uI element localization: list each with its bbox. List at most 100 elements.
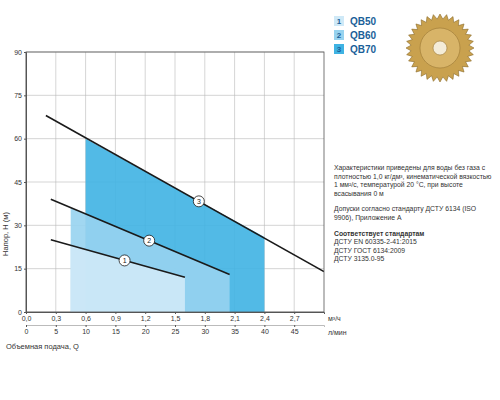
curve-badge: [119, 255, 130, 266]
tick-label: 40: [261, 328, 269, 335]
tick: 60: [14, 135, 26, 142]
tick-label: 0,3: [51, 315, 61, 322]
marks: [46, 116, 324, 312]
tick-mark: [56, 325, 57, 327]
legend-label: QB60: [350, 30, 377, 41]
tick-label: 0,0: [22, 315, 32, 322]
tick-mark: [24, 225, 26, 226]
standard: ДСТУ EN 60335-2-41:2015: [334, 238, 417, 246]
tick-mark: [26, 325, 27, 327]
tick-mark: [24, 312, 26, 313]
plot-frame: [26, 52, 324, 312]
tick: 0,3: [51, 312, 61, 322]
grid: [26, 52, 324, 312]
standards-title: Соответствует стандартам: [334, 230, 424, 238]
axis-line: [24, 53, 27, 313]
tick-label: 5: [54, 328, 58, 335]
curve: [51, 199, 230, 274]
tick-label: 45: [14, 179, 22, 186]
tick-mark: [24, 182, 26, 183]
annotation-line: 1 мм²/с, температурой 20 °С, при высоте: [334, 181, 463, 189]
tick-label: 35: [231, 328, 239, 335]
tick-label: 1,5: [171, 315, 181, 322]
tick-mark: [205, 312, 206, 314]
grid-line-y: [26, 138, 324, 139]
annotation-line: Характеристики приведены для воды без га…: [334, 164, 486, 172]
legend-swatch: [334, 16, 344, 26]
tick: 45: [14, 179, 26, 186]
tick: 0,6: [81, 312, 91, 322]
tick: 75: [14, 92, 26, 99]
tick: 30: [14, 222, 26, 229]
standard-line: ДСТУ ГОСТ 6134:2009: [334, 247, 405, 255]
legend-number: 1: [337, 17, 342, 26]
legend-swatch: [334, 44, 344, 54]
tick-label: 0: [18, 309, 22, 316]
tick-mark: [264, 312, 265, 314]
standard-line: ДСТУ 3135.0-95: [334, 255, 384, 263]
tick-mark: [235, 325, 236, 327]
tick-label: 1,8: [200, 315, 210, 322]
tick-label: 0: [25, 328, 29, 335]
tick-label: 0,9: [111, 315, 121, 322]
tick-label: 2,7: [290, 315, 300, 322]
tick: 2,1: [230, 312, 240, 322]
legend-swatch: [334, 30, 344, 40]
grid-line-y: [26, 95, 324, 96]
tick: 2,4: [260, 312, 270, 322]
tick: 45: [291, 325, 299, 335]
tick-label: 0,6: [81, 315, 91, 322]
tick-label: 90: [14, 49, 22, 56]
tick: 1,8: [200, 312, 210, 322]
grid-line-y: [26, 182, 324, 183]
tick: 0: [25, 325, 29, 335]
tick-mark: [115, 325, 116, 327]
y-axis-title: Напор, Н (м): [1, 212, 10, 256]
tick-label: 45: [291, 328, 299, 335]
axis-line: [27, 326, 325, 328]
operating-area: [71, 208, 230, 312]
tick-label: 25: [172, 328, 180, 335]
tick: 15: [14, 265, 26, 272]
tick: 35: [231, 325, 239, 335]
tick-mark: [86, 312, 87, 314]
annotation: Допуски согласно стандарту ДСТУ 6134 (IS…: [334, 205, 476, 222]
annotation-line: 9906), Приложение А: [334, 214, 402, 222]
curve-badge-label: 3: [197, 198, 201, 205]
tick-label: 10: [82, 328, 90, 335]
tick: 0,9: [111, 312, 121, 322]
annotation-line: Допуски согласно стандарту ДСТУ 6134 (IS…: [334, 205, 476, 213]
curve-badge-label: 1: [123, 257, 127, 264]
standard: ДСТУ ГОСТ 6134:2009: [334, 247, 405, 255]
impeller-body: [406, 14, 474, 82]
curve-badge: [144, 235, 155, 246]
x-unit: м³/ч: [328, 315, 341, 322]
tick-label: 15: [112, 328, 120, 335]
tick: 15: [112, 325, 120, 335]
tick-mark: [24, 269, 26, 270]
tick-mark: [86, 325, 87, 327]
annotation-line: всасывания 0 м: [334, 190, 384, 197]
tick: 30: [201, 325, 209, 335]
standards-title-line: Соответствует стандартам: [334, 230, 424, 238]
legend-label: QB70: [350, 44, 377, 55]
operating-area: [71, 246, 185, 312]
tick-label: 2,1: [230, 315, 240, 322]
tick-label: 20: [142, 328, 150, 335]
tick: 90: [14, 49, 26, 56]
tick: 25: [172, 325, 180, 335]
curve: [46, 116, 324, 272]
tick: 10: [82, 325, 90, 335]
tick-label: 1,2: [141, 315, 151, 322]
standard-line: ДСТУ EN 60335-2-41:2015: [334, 238, 417, 246]
tick: 2,7: [290, 312, 300, 322]
tick-mark: [175, 312, 176, 314]
x2-axis: 0 5 10 15 20 25 30 35 40 45: [25, 325, 325, 335]
annotation-line: плотностью 1,0 кг/дм³, кинематической вя…: [334, 173, 491, 181]
tick-mark: [294, 312, 295, 314]
x-axis-title: Объемная подача, Q: [6, 342, 79, 351]
tick: 0,0: [22, 312, 32, 322]
legend-number: 2: [337, 31, 342, 40]
tick: 1,2: [141, 312, 151, 322]
annotation: Характеристики приведены для воды без га…: [334, 164, 491, 197]
